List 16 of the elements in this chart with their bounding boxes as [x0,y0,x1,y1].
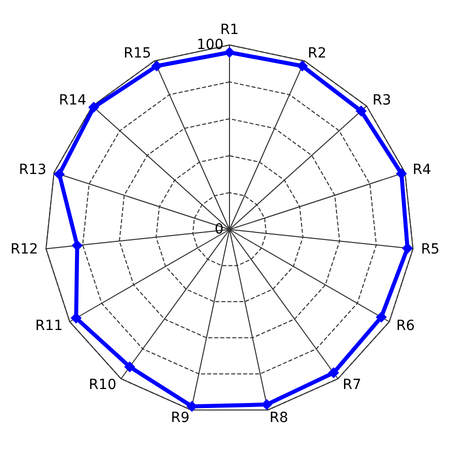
spoke-label: R9 [170,410,190,426]
spoke-label: R1 [220,22,239,38]
spoke-label: R12 [10,242,38,258]
spoke-label: R10 [88,377,116,394]
spoke-label: R8 [270,410,288,426]
spoke-label: R5 [420,242,440,258]
spoke-label: R7 [342,377,362,394]
spoke-label: R6 [396,318,415,334]
spoke-label: R3 [372,92,392,109]
spoke-label: R11 [35,318,63,334]
spoke-label: R4 [412,162,432,178]
y-tick-label: 100 [196,37,224,53]
spoke-label: R14 [58,92,87,109]
spoke-label: R15 [124,46,152,62]
spoke-label: R13 [18,162,46,178]
spoke-label: R2 [308,46,326,62]
